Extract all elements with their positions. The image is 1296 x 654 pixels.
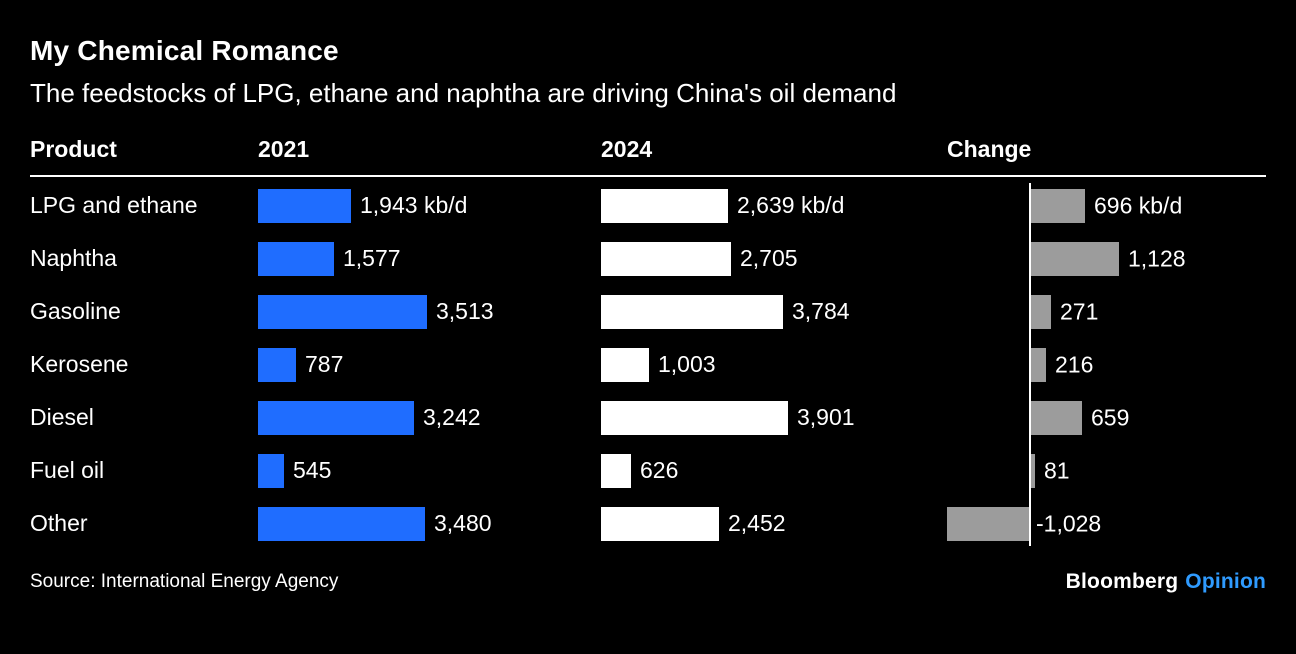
value-label-change: 81: [1044, 457, 1070, 483]
bar-2024: [601, 506, 719, 541]
bar-cell-change: 696 kb/d: [947, 179, 1266, 232]
bar-cell-change: 216: [947, 338, 1266, 391]
bar-cell-change: 271: [947, 285, 1266, 338]
bar-cell-2024: 3,901: [601, 391, 947, 444]
bar-cell-2021: 1,943 kb/d: [258, 179, 601, 232]
source-text: Source: International Energy Agency: [30, 571, 339, 592]
bar-2024: [601, 347, 649, 382]
bar-2021: [258, 294, 427, 329]
bar-cell-2021: 1,577: [258, 232, 601, 285]
value-label-2024: 2,705: [740, 245, 798, 271]
brand-bloomberg: Bloomberg: [1065, 570, 1179, 593]
value-label-2024: 2,452: [728, 510, 786, 536]
table-row: Kerosene 787 1,003 216: [30, 338, 1266, 391]
value-label-2021: 1,943 kb/d: [360, 192, 468, 218]
bar-2024: [601, 241, 731, 276]
bar-cell-2024: 2,705: [601, 232, 947, 285]
table-row: Diesel 3,242 3,901 659: [30, 391, 1266, 444]
bar-cell-2021: 3,242: [258, 391, 601, 444]
bar-cell-change: 81: [947, 444, 1266, 497]
bar-2021: [258, 506, 425, 541]
value-label-change: -1,028: [1036, 510, 1102, 536]
chart-rows: LPG and ethane 1,943 kb/d 2,639 kb/d 696 kb…: [30, 179, 1266, 550]
bar-cell-2021: 545: [258, 444, 601, 497]
bar-change: [1029, 188, 1085, 223]
value-label-change: 271: [1060, 298, 1099, 324]
column-header-product: Product: [30, 136, 117, 162]
column-header-change: Change: [947, 136, 1032, 162]
brand-logo: Bloomberg Opinion: [1066, 570, 1266, 594]
value-label-change: 659: [1091, 404, 1130, 430]
table-row: Gasoline 3,513 3,784 271: [30, 285, 1266, 338]
value-label-2024: 2,639 kb/d: [737, 192, 845, 218]
bar-cell-change: -1,028: [947, 497, 1266, 550]
bar-change: [1029, 241, 1119, 276]
bar-cell-2024: 626: [601, 444, 947, 497]
bar-2021: [258, 400, 414, 435]
bar-cell-2021: 787: [258, 338, 601, 391]
bar-change: [1029, 294, 1051, 329]
brand-opinion: Opinion: [1185, 570, 1266, 593]
product-label: Gasoline: [30, 298, 121, 324]
value-label-2021: 1,577: [343, 245, 401, 271]
bar-2021: [258, 453, 284, 488]
bar-2024: [601, 294, 783, 329]
bar-cell-2024: 3,784: [601, 285, 947, 338]
table-row: Other 3,480 2,452 -1,028: [30, 497, 1266, 550]
bar-2021: [258, 347, 296, 382]
value-label-2021: 787: [305, 351, 344, 377]
bar-change: [1029, 347, 1046, 382]
value-label-2021: 3,242: [423, 404, 481, 430]
bar-change: [1029, 453, 1035, 488]
table-row: Naphtha 1,577 2,705 1,128: [30, 232, 1266, 285]
bar-cell-2024: 2,452: [601, 497, 947, 550]
bar-cell-2021: 3,480: [258, 497, 601, 550]
product-label: LPG and ethane: [30, 192, 198, 218]
product-label: Fuel oil: [30, 457, 105, 483]
product-label: Naphtha: [30, 245, 117, 271]
bar-2021: [258, 188, 351, 223]
bar-cell-2021: 3,513: [258, 285, 601, 338]
column-header-2021: 2021: [258, 136, 310, 162]
product-label: Other: [30, 510, 88, 536]
chart-subtitle: The feedstocks of LPG, ethane and naphth…: [30, 78, 897, 108]
value-label-change: 696 kb/d: [1094, 192, 1183, 218]
chart-title: My Chemical Romance: [30, 35, 339, 66]
bar-2024: [601, 400, 788, 435]
bar-2021: [258, 241, 334, 276]
bar-cell-change: 659: [947, 391, 1266, 444]
value-label-2024: 626: [640, 457, 679, 483]
value-label-2024: 3,784: [792, 298, 850, 324]
product-label: Kerosene: [30, 351, 129, 377]
bar-cell-2024: 2,639 kb/d: [601, 179, 947, 232]
column-header-2024: 2024: [601, 136, 653, 162]
value-label-2021: 3,513: [436, 298, 494, 324]
change-axis-line: [1029, 183, 1031, 546]
product-label: Diesel: [30, 404, 94, 430]
value-label-change: 1,128: [1128, 245, 1186, 271]
bar-2024: [601, 188, 728, 223]
value-label-change: 216: [1055, 351, 1094, 377]
column-headers: Product 2021 2024 Change: [30, 136, 1266, 163]
value-label-2024: 3,901: [797, 404, 855, 430]
bar-cell-change: 1,128: [947, 232, 1266, 285]
header-divider: [30, 175, 1266, 177]
value-label-2021: 545: [293, 457, 332, 483]
bar-2024: [601, 453, 631, 488]
value-label-2021: 3,480: [434, 510, 492, 536]
bar-cell-2024: 1,003: [601, 338, 947, 391]
bar-change: [1029, 400, 1082, 435]
table-row: Fuel oil 545 626 81: [30, 444, 1266, 497]
chart-footer: Source: International Energy Agency Bloo…: [30, 570, 1266, 594]
table-row: LPG and ethane 1,943 kb/d 2,639 kb/d 696 kb…: [30, 179, 1266, 232]
value-label-2024: 1,003: [658, 351, 716, 377]
bar-change: [947, 506, 1029, 541]
